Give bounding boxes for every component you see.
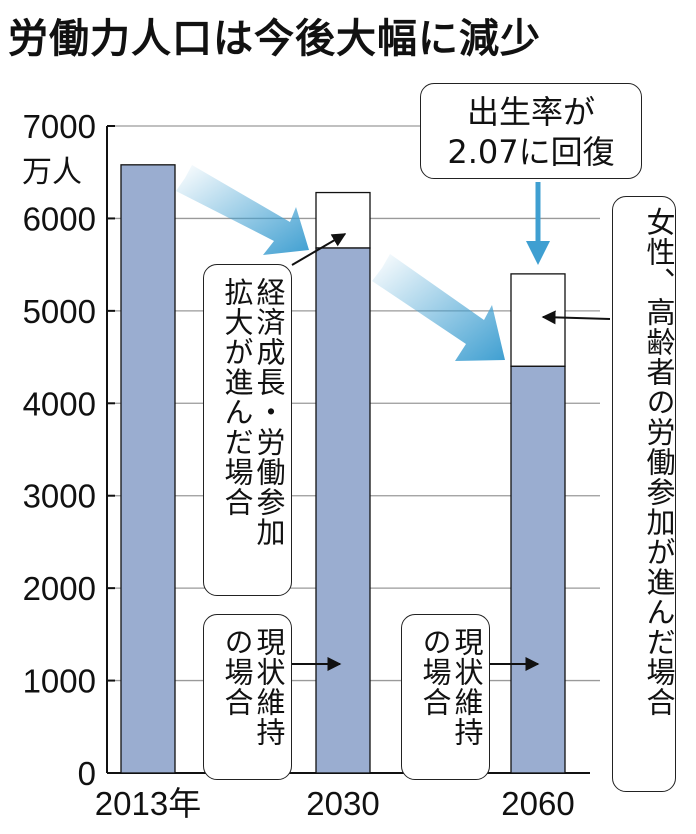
trend-arrow-2030-2060	[372, 254, 505, 361]
bar-status-quo	[120, 164, 176, 774]
trend-arrow-2013-2030	[176, 165, 309, 255]
y-tick-label: 6000	[23, 200, 96, 237]
y-tick-label: 3000	[23, 478, 96, 515]
note-economic: 経済成長・労働参加 拡大が進んだ場合	[203, 264, 292, 596]
bar-status-quo	[315, 247, 371, 774]
x-category-label: 2030	[306, 785, 379, 822]
bar-expanded-scenario	[315, 191, 371, 249]
bar-expanded-scenario	[510, 273, 566, 367]
note-status-2060: 現状維持 の場合	[401, 614, 490, 780]
note-status-2030: 現状維持 の場合	[203, 614, 292, 780]
y-tick-label: 1000	[23, 663, 96, 700]
note-women-elderly: 女性、高齢者の労働参加が進んだ場合	[612, 196, 676, 792]
birthrate-arrow	[526, 182, 550, 265]
y-tick-label: 7000	[23, 108, 96, 145]
pointer-women	[541, 310, 611, 325]
bar-status-quo	[510, 365, 566, 774]
x-category-label: 2013年	[95, 785, 201, 822]
x-category-label: 2060	[501, 785, 574, 822]
y-unit-label: 万人	[22, 155, 82, 190]
chart-title: 労働力人口は今後大幅に減少	[8, 16, 541, 62]
y-tick-label: 5000	[23, 293, 96, 330]
y-tick-label: 2000	[23, 570, 96, 607]
y-tick-label: 0	[78, 755, 96, 792]
y-tick-label: 4000	[23, 385, 96, 422]
note-birthrate: 出生率が 2.07に回復	[420, 83, 642, 179]
pointer-economic	[291, 233, 347, 266]
